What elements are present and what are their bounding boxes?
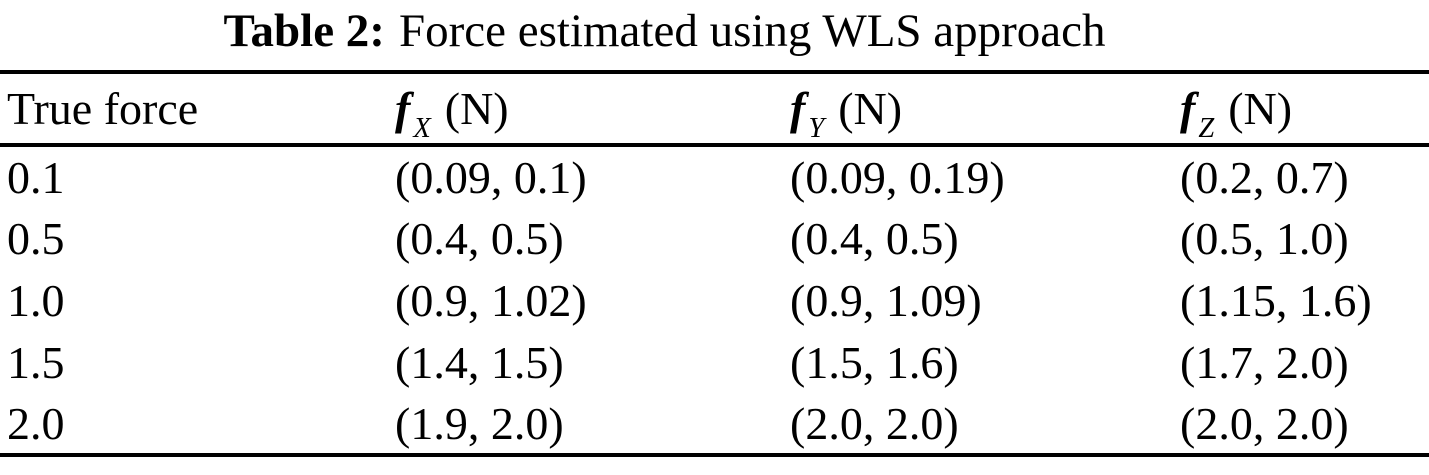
cell-fz: (0.5, 1.0) (1180, 212, 1349, 264)
fx-unit: (N) (444, 83, 509, 134)
fz-symbol: f (1180, 83, 1196, 134)
table-header: True force f X (N) f Y (N) f Z (N) (0, 72, 1429, 145)
fx-symbol: f (395, 83, 411, 134)
fy-subscript: Y (808, 112, 825, 144)
cell-true-force: 1.5 (7, 336, 65, 388)
cell-fx: (1.4, 1.5) (395, 336, 564, 388)
results-table: True force f X (N) f Y (N) f Z (N) 0.1 (0.09, … (0, 70, 1429, 457)
cell-fy: (0.09, 0.19) (790, 151, 1005, 203)
cell-fy: (2.0, 2.0) (790, 397, 959, 449)
header-true-force: True force (0, 72, 388, 145)
header-true-force-label: True force (7, 83, 199, 134)
fz-unit: (N) (1228, 83, 1293, 134)
table-caption: Table 2: Force estimated using WLS approa… (0, 0, 1429, 70)
cell-fz: (1.7, 2.0) (1180, 336, 1349, 388)
fx-subscript: X (413, 112, 431, 144)
cell-fx: (0.09, 0.1) (395, 151, 587, 203)
cell-fx: (1.9, 2.0) (395, 397, 564, 449)
table-row: 1.0 (0.9, 1.02) (0.9, 1.09) (1.15, 1.6) (0, 269, 1429, 331)
cell-fx: (0.4, 0.5) (395, 212, 564, 264)
table-row: 0.5 (0.4, 0.5) (0.4, 0.5) (0.5, 1.0) (0, 207, 1429, 269)
cell-fz: (1.15, 1.6) (1180, 274, 1372, 326)
table-row: 1.5 (1.4, 1.5) (1.5, 1.6) (1.7, 2.0) (0, 331, 1429, 393)
header-fx: f X (N) (388, 72, 783, 145)
cell-fz: (0.2, 0.7) (1180, 151, 1349, 203)
cell-fy: (1.5, 1.6) (790, 336, 959, 388)
fz-subscript: Z (1198, 112, 1215, 144)
fy-unit: (N) (838, 83, 903, 134)
caption-label: Table 2: (223, 5, 385, 57)
cell-true-force: 0.1 (7, 151, 65, 203)
cell-fy: (0.4, 0.5) (790, 212, 959, 264)
fy-symbol: f (790, 83, 806, 134)
cell-fz: (2.0, 2.0) (1180, 397, 1349, 449)
header-row: True force f X (N) f Y (N) f Z (N) (0, 72, 1429, 145)
table-row: 2.0 (1.9, 2.0) (2.0, 2.0) (2.0, 2.0) (0, 393, 1429, 455)
cell-fy: (0.9, 1.09) (790, 274, 982, 326)
cell-true-force: 0.5 (7, 212, 65, 264)
cell-true-force: 1.0 (7, 274, 65, 326)
header-fy: f Y (N) (783, 72, 1173, 145)
cell-true-force: 2.0 (7, 397, 65, 449)
header-fz: f Z (N) (1173, 72, 1429, 145)
table-row: 0.1 (0.09, 0.1) (0.09, 0.19) (0.2, 0.7) (0, 145, 1429, 207)
cell-fx: (0.9, 1.02) (395, 274, 587, 326)
table-body: 0.1 (0.09, 0.1) (0.09, 0.19) (0.2, 0.7) … (0, 145, 1429, 455)
caption-text: Force estimated using WLS approach (398, 5, 1106, 57)
